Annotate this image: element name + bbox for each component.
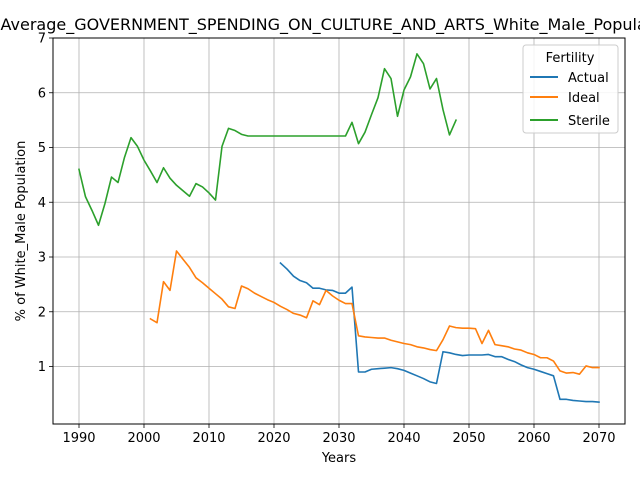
y-tick-label: 5 <box>38 141 46 156</box>
series-line-actual <box>279 261 600 403</box>
legend-label-sterile: Sterile <box>568 114 610 129</box>
y-axis-ticks: 1 2 3 4 5 6 7 <box>38 32 53 375</box>
y-tick-label: 7 <box>38 32 46 47</box>
y-tick-label: 3 <box>38 251 46 266</box>
legend: Fertility Actual Ideal Sterile <box>522 44 619 134</box>
y-tick-label: 6 <box>38 86 46 101</box>
x-axis-ticks: 1990 2000 2010 2020 2030 2040 2050 2060 2070 <box>62 424 616 446</box>
y-tick-label: 1 <box>38 360 46 375</box>
x-tick-label: 2050 <box>452 431 485 446</box>
x-tick-label: 2040 <box>387 431 420 446</box>
x-tick-label: 2010 <box>192 431 225 446</box>
series-line-sterile <box>78 53 458 227</box>
x-axis-label: Years <box>321 451 357 466</box>
legend-box <box>522 44 619 134</box>
x-tick-label: 2070 <box>582 431 615 446</box>
chart-title: Average_GOVERNMENT_SPENDING_ON_CULTURE_A… <box>1 15 640 35</box>
x-tick-label: 1990 <box>62 431 95 446</box>
y-tick-label: 4 <box>38 196 46 211</box>
y-tick-label: 2 <box>38 305 46 320</box>
legend-label-ideal: Ideal <box>568 91 600 106</box>
x-tick-label: 2030 <box>322 431 355 446</box>
x-tick-label: 2020 <box>257 431 290 446</box>
x-tick-label: 2000 <box>127 431 160 446</box>
series-lines <box>78 53 600 403</box>
y-axis-label: % of White_Male Population <box>14 141 29 322</box>
legend-title: Fertility <box>546 51 595 66</box>
series-line-ideal <box>149 250 600 375</box>
legend-label-actual: Actual <box>568 71 609 86</box>
x-tick-label: 2060 <box>517 431 550 446</box>
